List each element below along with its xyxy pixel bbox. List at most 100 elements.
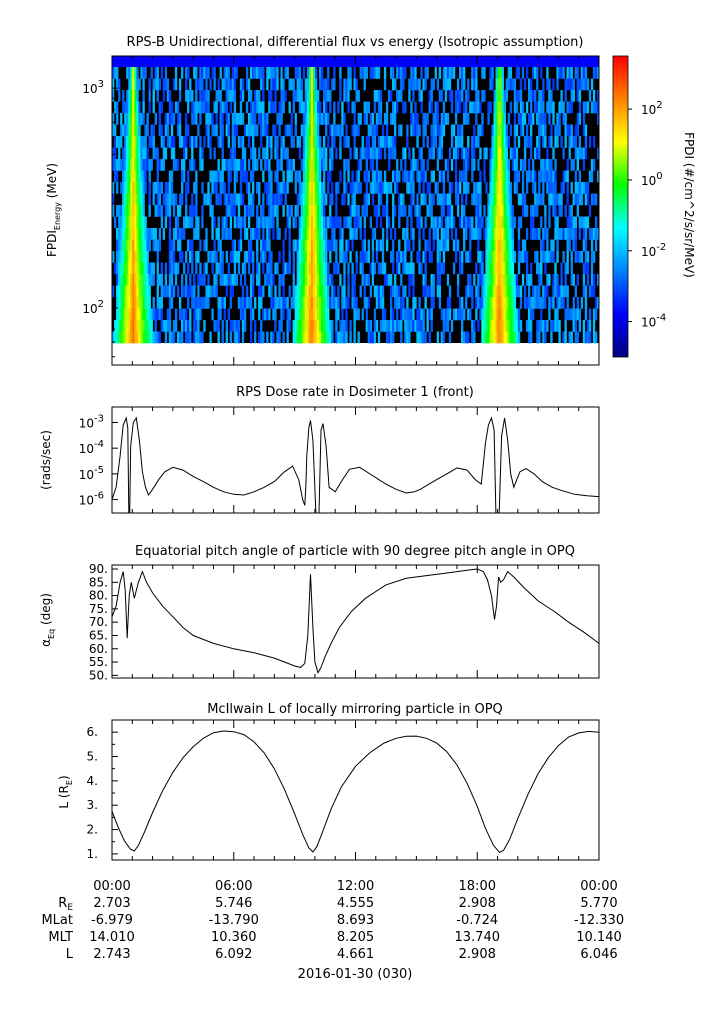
spectrogram-cell bbox=[219, 193, 222, 206]
spectrogram-cell bbox=[122, 285, 125, 298]
spectrogram-cell bbox=[256, 274, 259, 286]
spectrogram-cell bbox=[426, 320, 429, 332]
spectrogram-cell bbox=[241, 78, 245, 91]
spectrogram-cell bbox=[164, 331, 168, 344]
spectrogram-cell bbox=[426, 159, 429, 171]
spectrogram-cell bbox=[394, 124, 397, 137]
spectrogram-cell bbox=[197, 331, 200, 344]
spectrogram-cell bbox=[152, 136, 155, 148]
spectrogram-cell bbox=[481, 251, 484, 263]
spectrogram-cell bbox=[233, 67, 237, 79]
spectrogram-cell bbox=[278, 193, 281, 206]
spectrogram-cell bbox=[316, 228, 320, 240]
spectrogram-cell bbox=[532, 113, 535, 125]
spectrogram-cell bbox=[140, 239, 143, 252]
spectrogram-cell bbox=[418, 308, 421, 321]
spectrogram-cell bbox=[266, 124, 269, 137]
spectrogram-cell bbox=[507, 159, 511, 171]
spectrogram-cell bbox=[126, 216, 129, 229]
spectrogram-cell bbox=[481, 113, 484, 125]
spectrogram-cell bbox=[142, 297, 145, 309]
spectrogram-cell bbox=[225, 90, 228, 102]
spectrogram-cell bbox=[144, 320, 147, 332]
spectrogram-cell bbox=[152, 262, 155, 275]
spectrogram-cell bbox=[471, 67, 474, 79]
spectrogram-cell bbox=[207, 182, 210, 194]
spectrogram-cell bbox=[377, 193, 381, 206]
spectrogram-cell bbox=[497, 216, 500, 229]
spectrogram-cell bbox=[410, 205, 413, 217]
spectrogram-cell bbox=[130, 170, 133, 183]
spectrogram-cell bbox=[176, 216, 180, 229]
spectrogram-cell bbox=[477, 239, 480, 252]
spectrogram-cell bbox=[207, 274, 210, 286]
spectrogram-cell bbox=[507, 274, 511, 286]
spectrogram-cell bbox=[572, 320, 575, 332]
spectrogram-cell bbox=[146, 297, 149, 309]
spectrogram-cell bbox=[373, 90, 377, 102]
spectrogram-cell bbox=[124, 136, 127, 148]
spectrogram-cell bbox=[418, 320, 421, 332]
spectrogram-cell bbox=[554, 228, 557, 240]
spectrogram-cell bbox=[406, 308, 409, 321]
spectrogram-cell bbox=[507, 320, 511, 332]
spectrogram-cell bbox=[542, 251, 545, 263]
spectrogram-cell bbox=[544, 228, 547, 240]
spectrogram-cell bbox=[467, 147, 470, 160]
spectrogram-cell bbox=[318, 182, 322, 194]
spectrogram-cell bbox=[233, 170, 237, 183]
spectrogram-cell bbox=[534, 101, 537, 114]
spectrogram-cell bbox=[519, 159, 523, 171]
spectrogram-cell bbox=[345, 251, 348, 263]
spectrogram-cell bbox=[152, 228, 155, 240]
spectrogram-cell bbox=[262, 308, 265, 321]
spectrogram-cell bbox=[408, 308, 411, 321]
spectrogram-cell bbox=[150, 136, 153, 148]
spectrogram-cell bbox=[227, 170, 230, 183]
spectrogram-cell bbox=[556, 113, 559, 125]
spectrogram-cell bbox=[266, 193, 269, 206]
spectrogram-cell bbox=[390, 308, 393, 321]
spectrogram-cell bbox=[446, 308, 450, 321]
spectrogram-cell bbox=[195, 193, 198, 206]
spectrogram-cell bbox=[538, 147, 541, 160]
spectrogram-cell bbox=[491, 239, 494, 252]
spectrogram-cell bbox=[118, 308, 121, 321]
spectrogram-cell bbox=[302, 308, 306, 321]
spectrogram-cell bbox=[527, 78, 531, 91]
spectrogram-cell bbox=[168, 136, 172, 148]
spectrogram-cell bbox=[467, 285, 470, 298]
spectrogram-cell bbox=[122, 182, 125, 194]
spectrogram-cell bbox=[505, 320, 508, 332]
spectrogram-cell bbox=[483, 320, 486, 332]
spectrogram-cell bbox=[239, 101, 243, 114]
spectrogram-cell bbox=[172, 136, 176, 148]
spectrogram-cell bbox=[586, 182, 590, 194]
spectrogram-cell bbox=[546, 147, 549, 160]
spectrogram-cell bbox=[312, 90, 316, 102]
spectrogram-cell bbox=[432, 193, 435, 206]
spectrogram-cell bbox=[144, 67, 147, 79]
spectrogram-cell bbox=[463, 331, 466, 344]
spectrogram-cell bbox=[369, 262, 373, 275]
spectrogram-cell bbox=[594, 297, 598, 309]
spectrogram-cell bbox=[385, 228, 389, 240]
spectrogram-cell bbox=[219, 182, 222, 194]
spectrogram-cell bbox=[440, 331, 444, 344]
spectrogram-cell bbox=[442, 193, 446, 206]
spectrogram-cell bbox=[308, 78, 312, 91]
spectrogram-cell bbox=[183, 147, 186, 160]
spectrogram-cell bbox=[408, 239, 411, 252]
spectrogram-cell bbox=[461, 297, 464, 309]
spectrogram-cell bbox=[329, 205, 332, 217]
spectrogram-cell bbox=[189, 136, 192, 148]
spectrogram-cell bbox=[172, 113, 176, 125]
spectrogram-cell bbox=[418, 262, 421, 275]
spectrogram-cell bbox=[556, 274, 559, 286]
spectrogram-cell bbox=[521, 67, 525, 79]
spectrogram-cell bbox=[369, 331, 373, 344]
spectrogram-cell bbox=[552, 239, 555, 252]
spectrogram-cell bbox=[375, 67, 379, 79]
spectrogram-cell bbox=[540, 90, 543, 102]
spectrogram-cell bbox=[132, 274, 135, 286]
